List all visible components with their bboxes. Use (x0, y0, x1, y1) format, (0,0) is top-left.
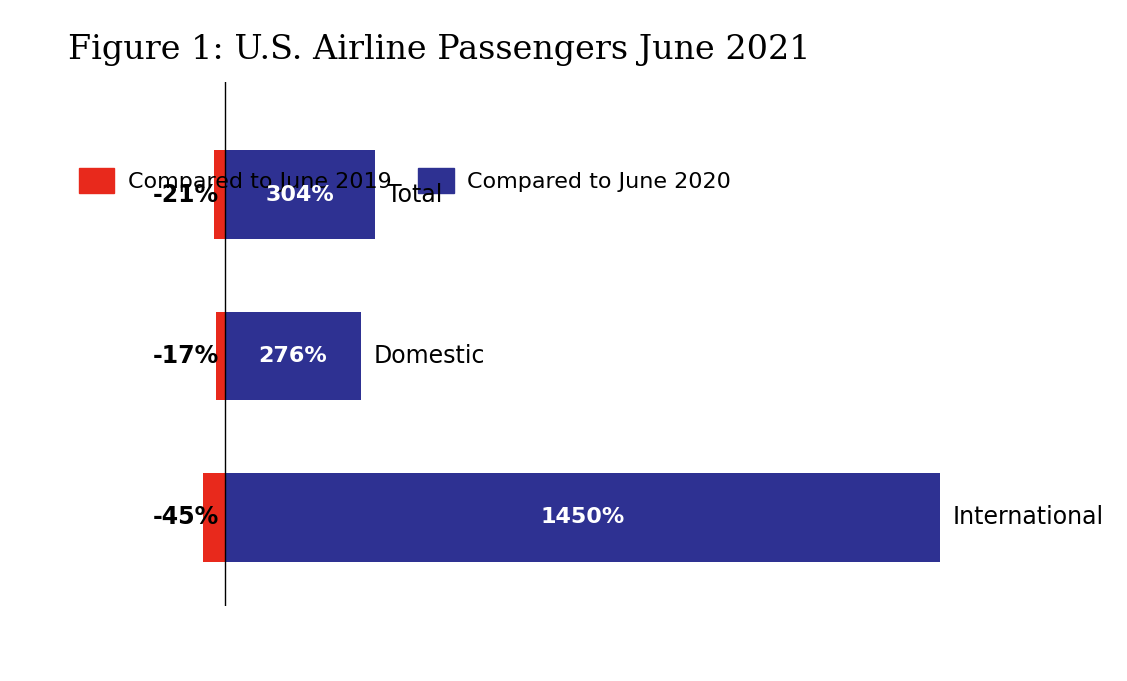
Legend: Compared to June 2019, Compared to June 2020: Compared to June 2019, Compared to June … (79, 168, 730, 193)
Text: -45%: -45% (152, 505, 219, 529)
Bar (214, 151, 224, 239)
Text: 304%: 304% (265, 185, 334, 205)
Text: Figure 1: U.S. Airline Passengers June 2021: Figure 1: U.S. Airline Passengers June 2… (68, 34, 810, 66)
Bar (203, 473, 224, 562)
Text: Domestic: Domestic (373, 344, 485, 368)
Bar (216, 312, 224, 400)
Text: International: International (952, 505, 1103, 529)
Bar (224, 151, 375, 239)
Text: Total: Total (387, 183, 443, 206)
Bar (224, 312, 361, 400)
Text: -21%: -21% (153, 183, 219, 206)
Text: -17%: -17% (152, 344, 219, 368)
Bar (224, 473, 940, 562)
Text: 276%: 276% (258, 346, 327, 366)
Text: 1450%: 1450% (541, 507, 624, 527)
